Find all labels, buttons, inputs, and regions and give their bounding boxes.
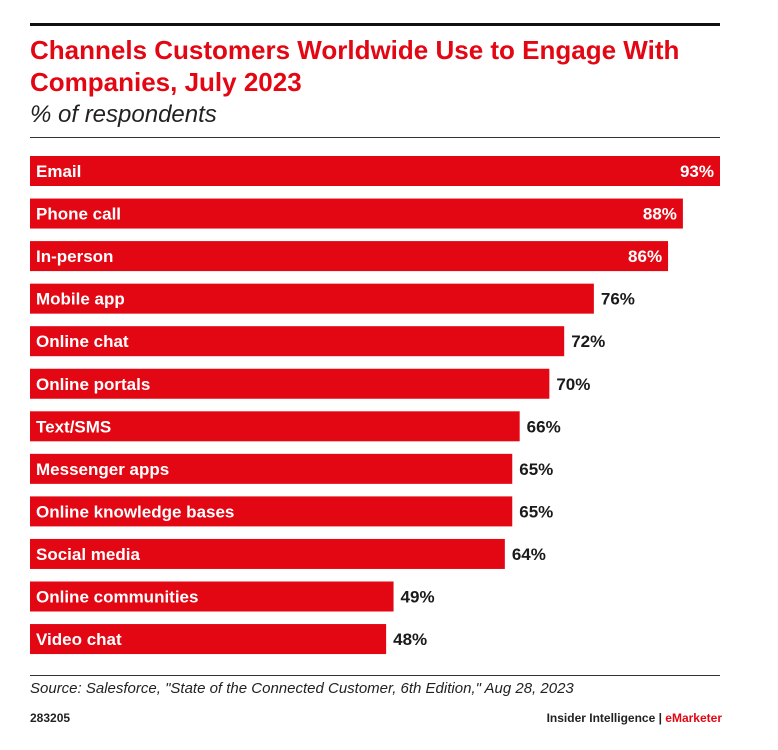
brand-main: Insider Intelligence | [546, 711, 666, 725]
category-label-online-knowledge-bases: Online knowledge bases [36, 502, 234, 521]
value-label-email: 93% [680, 162, 714, 181]
chart-id: 283205 [30, 711, 71, 725]
value-label-text-sms: 66% [527, 417, 561, 436]
bar-text-sms [30, 411, 520, 442]
value-label-messenger-apps: 65% [519, 460, 553, 479]
category-label-text-sms: Text/SMS [36, 417, 111, 436]
bar-online-knowledge-bases [30, 496, 513, 527]
category-label-online-chat: Online chat [36, 332, 129, 351]
bar-mobile-app [30, 283, 594, 314]
value-label-online-communities: 49% [401, 588, 435, 607]
bar-phone-call [30, 198, 683, 229]
value-label-phone-call: 88% [643, 205, 677, 224]
bar-in-person [30, 241, 669, 272]
value-label-video-chat: 48% [393, 630, 427, 649]
bar-social-media [30, 538, 505, 569]
category-label-messenger-apps: Messenger apps [36, 460, 169, 479]
chart-title: Channels Customers Worldwide Use to Enga… [30, 35, 680, 97]
category-label-phone-call: Phone call [36, 205, 121, 224]
bar-email [30, 156, 720, 186]
bar-online-communities [30, 581, 394, 612]
category-label-video-chat: Video chat [36, 630, 122, 649]
category-label-online-communities: Online communities [36, 588, 198, 607]
category-label-social-media: Social media [36, 545, 140, 564]
bar-online-chat [30, 326, 565, 357]
brand-credit: Insider Intelligence | eMarketer [547, 711, 722, 725]
value-label-mobile-app: 76% [601, 290, 635, 309]
brand-accent: eMarketer [665, 711, 722, 725]
category-label-email: Email [36, 162, 81, 181]
bar-online-portals [30, 368, 550, 399]
value-label-in-person: 86% [628, 247, 662, 266]
bar-messenger-apps [30, 453, 513, 484]
bar-video-chat [30, 624, 387, 655]
chart-subtitle: % of respondents [30, 101, 217, 128]
value-label-online-knowledge-bases: 65% [519, 502, 553, 521]
source-rule [30, 675, 720, 676]
category-label-mobile-app: Mobile app [36, 290, 125, 309]
source-note: Source: Salesforce, "State of the Connec… [30, 680, 574, 697]
value-label-social-media: 64% [512, 545, 546, 564]
bar-chart: Email 93% Phone call 88% In-person 86% Mobile … [30, 156, 720, 655]
top-rule [30, 23, 720, 26]
category-label-in-person: In-person [36, 247, 113, 266]
value-label-online-chat: 72% [571, 332, 605, 351]
category-label-online-portals: Online portals [36, 375, 150, 394]
value-label-online-portals: 70% [556, 375, 590, 394]
subtitle-rule [30, 137, 720, 138]
